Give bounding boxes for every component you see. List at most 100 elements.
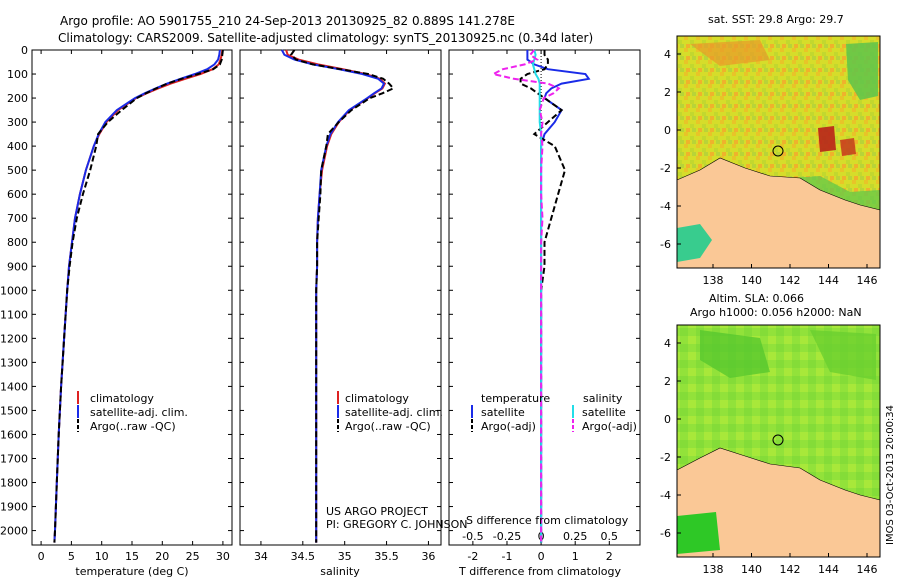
salinity-plot-frame — [239, 49, 442, 546]
x-tick-label: -1 — [501, 550, 512, 563]
map-y-tick-label: -6 — [660, 527, 671, 540]
x-tick-label: 25 — [186, 550, 200, 563]
series-line-argo-raw-qc- — [289, 49, 395, 543]
depth-tick-label: 1100 — [0, 308, 28, 321]
sst-cool-patch — [846, 42, 878, 100]
series-line-satellite-adj-clim- — [281, 49, 386, 543]
depth-tick-label: 2000 — [0, 525, 28, 538]
x-tick-label: 0 — [538, 550, 545, 563]
series-line-climatology — [285, 49, 387, 543]
legend-s-argo-label: Argo(-adj) — [582, 420, 637, 433]
depth-tick-label: 100 — [7, 68, 28, 81]
map-y-tick-label: -4 — [660, 200, 671, 213]
depth-tick-label: 900 — [7, 260, 28, 273]
legend-argo-label: Argo(..raw -QC) — [90, 420, 176, 433]
map-y-tick-label: -4 — [660, 489, 671, 502]
map-y-tick-label: -6 — [660, 238, 671, 251]
map-y-tick-label: -2 — [660, 451, 671, 464]
series-line-salinity-satellite — [531, 49, 543, 543]
sst-map-frame — [676, 35, 881, 269]
temperature-x-label: temperature (deg C) — [75, 565, 188, 578]
depth-tick-label: 400 — [7, 140, 28, 153]
series-line-climatology — [53, 49, 224, 543]
x-tick-label: 2 — [606, 550, 613, 563]
map-x-tick-label: 138 — [703, 274, 724, 287]
s-tick-label: 0.5 — [601, 530, 619, 543]
salinity-legend: climatology satellite-adj. clim. Argo(..… — [337, 391, 443, 433]
title-line-1: Argo profile: AO 5901755_210 24-Sep-2013… — [60, 14, 515, 28]
argo-float-marker — [772, 434, 784, 446]
x-tick-label: 30 — [216, 550, 230, 563]
x-tick-label: -2 — [467, 550, 478, 563]
map-x-tick-label: 146 — [857, 563, 878, 576]
s-tick-label: 0.25 — [563, 530, 588, 543]
depth-tick-label: 1000 — [0, 284, 28, 297]
depth-tick-label: 1400 — [0, 380, 28, 393]
legend-clim-label: climatology — [90, 392, 154, 405]
series-line-salinity-argo-adj- — [490, 49, 561, 543]
map-x-tick-label: 146 — [857, 274, 878, 287]
sst-map-title: sat. SST: 29.8 Argo: 29.7 — [708, 13, 844, 26]
temperature-plot-frame — [31, 49, 233, 546]
temperature-legend: climatology satellite-adj. clim. Argo(..… — [77, 391, 188, 433]
map-x-tick-label: 142 — [780, 274, 801, 287]
sst-map — [676, 35, 881, 269]
legend-sat-label: satellite-adj. clim. — [345, 406, 443, 419]
sla-dark-patch — [810, 330, 876, 380]
legend-s-sat-label: satellite — [582, 406, 626, 419]
x-tick-label: 35 — [338, 550, 352, 563]
depth-tick-label: 1200 — [0, 332, 28, 345]
sst-warm-patch — [690, 40, 770, 66]
legend-t-sat-label: satellite — [481, 406, 525, 419]
argo-float-marker — [772, 145, 784, 157]
depth-tick-label: 0 — [21, 44, 28, 57]
sst-hot-spot — [818, 126, 836, 152]
series-line-satellite-adj-clim- — [53, 49, 221, 543]
map-x-tick-label: 142 — [780, 563, 801, 576]
series-line-argo-raw-qc- — [53, 49, 224, 543]
map-y-tick-label: 4 — [664, 337, 671, 350]
map-y-tick-label: 2 — [664, 375, 671, 388]
depth-tick-label: 1700 — [0, 452, 28, 465]
depth-tick-label: 1500 — [0, 404, 28, 417]
map-y-tick-label: 4 — [664, 48, 671, 61]
map-y-tick-label: -2 — [660, 162, 671, 175]
x-tick-label: 15 — [125, 550, 139, 563]
difference-legend: temperature salinity satellite Argo(-adj… — [471, 392, 637, 433]
legend-sat-label: satellite-adj. clim. — [90, 406, 188, 419]
depth-tick-label: 800 — [7, 236, 28, 249]
s-tick-label: -0.5 — [462, 530, 483, 543]
credits-line-2: PI: GREGORY C. JOHNSON — [326, 518, 467, 531]
s-tick-label: -0.25 — [493, 530, 521, 543]
t-difference-x-label: T difference from climatology — [458, 565, 621, 578]
x-tick-label: 5 — [68, 550, 75, 563]
sla-map-frame — [676, 324, 881, 558]
x-tick-label: 34.5 — [291, 550, 316, 563]
legend-argo-label: Argo(..raw -QC) — [345, 420, 431, 433]
depth-tick-label: 1900 — [0, 501, 28, 514]
depth-tick-label: 1300 — [0, 356, 28, 369]
depth-tick-label: 300 — [7, 116, 28, 129]
map-x-tick-label: 138 — [703, 563, 724, 576]
x-tick-label: 36 — [421, 550, 435, 563]
salinity-x-label: salinity — [320, 565, 360, 578]
ocean-south-patch — [677, 224, 712, 262]
title-line-2: Climatology: CARS2009. Satellite-adjuste… — [58, 31, 593, 45]
x-tick-label: 34 — [254, 550, 268, 563]
map-y-tick-label: 0 — [664, 124, 671, 137]
x-tick-label: 10 — [95, 550, 109, 563]
map-y-tick-label: 0 — [664, 413, 671, 426]
depth-tick-label: 1800 — [0, 477, 28, 490]
sla-map-axes: 4 2 0 -2 -4 -6 138 140 142 144 146 — [660, 337, 877, 576]
depth-tick-label: 500 — [7, 164, 28, 177]
legend-t-argo-label: Argo(-adj) — [481, 420, 536, 433]
sla-map — [676, 324, 881, 558]
sst-map-axes: 4 2 0 -2 -4 -6 138 140 142 144 146 — [660, 48, 877, 287]
difference-plot-frame — [448, 49, 641, 546]
x-tick-label: 35.5 — [374, 550, 399, 563]
depth-tick-label: 200 — [7, 92, 28, 105]
sla-dark-patch — [700, 330, 770, 378]
x-tick-label: 1 — [572, 550, 579, 563]
